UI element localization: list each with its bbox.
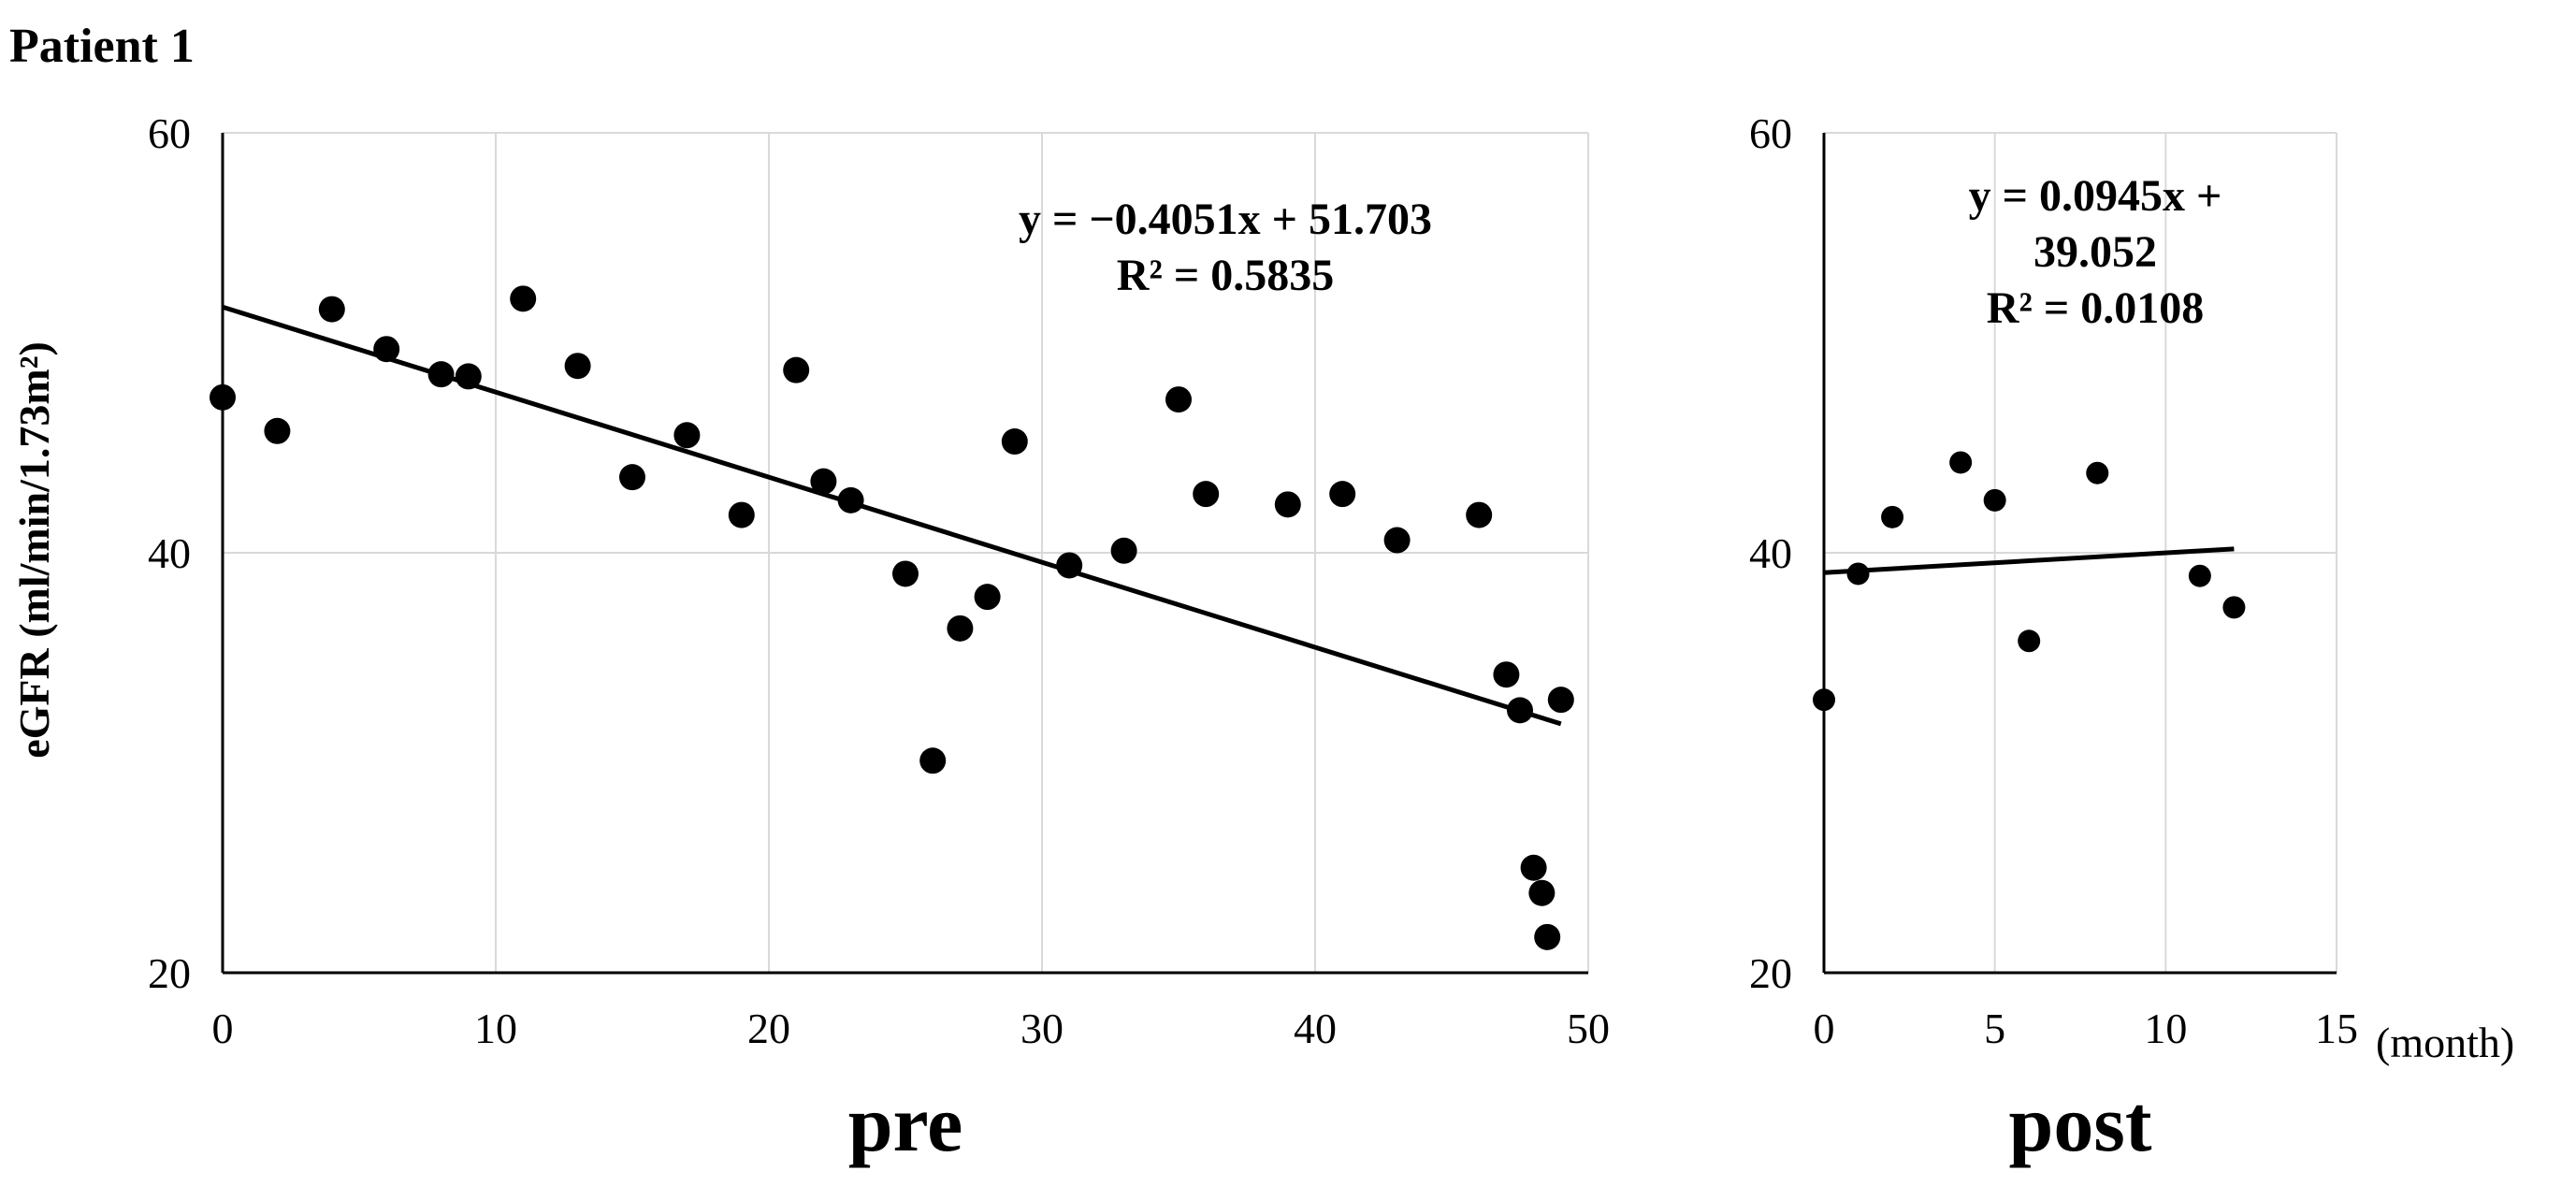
post-data-point: [1983, 488, 2006, 512]
pre-data-point: [1193, 481, 1220, 508]
post-data-point: [1881, 505, 1904, 528]
pre-data-point: [1547, 687, 1574, 714]
post-data-point: [2222, 596, 2246, 619]
pre-data-point: [318, 296, 345, 323]
pre-trendline: [222, 304, 1562, 727]
pre-y-tick-label: 40: [148, 529, 191, 577]
post-trendline: [1823, 546, 2235, 575]
post-data-point: [1846, 562, 1870, 586]
post-data-point: [2018, 629, 2041, 653]
pre-equation-line: y = −0.4051x + 51.703: [1018, 195, 1433, 244]
y-axis-label: eGFR (ml/min/1.73m²): [10, 341, 58, 759]
post-chart: 20 40 60 0 5 10 15 post: [1749, 109, 2358, 1168]
post-data-point: [1813, 688, 1835, 712]
pre-data-point: [974, 584, 1001, 611]
pre-data-point: [1329, 481, 1356, 508]
post-y-tick-label: 20: [1749, 949, 1792, 997]
post-y-tick-label: 40: [1749, 529, 1792, 577]
pre-data-point: [1528, 879, 1556, 906]
pre-data-point: [373, 336, 400, 363]
pre-x-tick-label: 50: [1567, 1005, 1610, 1052]
pre-equation: y = −0.4051x + 51.703 R² = 0.5835: [935, 192, 1515, 304]
post-x-tick-label: 0: [1814, 1005, 1835, 1052]
pre-data-point: [264, 417, 291, 444]
pre-data-point: [1466, 501, 1493, 528]
pre-data-point: [1493, 661, 1520, 688]
pre-data-point: [1274, 491, 1301, 518]
post-x-tick-label: 5: [1984, 1005, 2005, 1052]
pre-x-tick-label: 0: [212, 1005, 234, 1052]
pre-data-point: [455, 363, 482, 390]
post-data-point: [2188, 564, 2211, 587]
pre-data-point: [619, 464, 645, 491]
pre-data-point: [892, 560, 919, 587]
pre-data-point: [210, 383, 236, 411]
pre-data-point: [673, 422, 701, 449]
pre-x-tick-label: 10: [474, 1005, 517, 1052]
pre-x-tick-label: 40: [1294, 1005, 1337, 1052]
pre-data-point: [1520, 854, 1547, 881]
patient-title: Patient 1: [9, 20, 195, 73]
post-data-point: [2086, 461, 2109, 485]
post-equation-line-2: 39.052: [2033, 227, 2157, 277]
pre-data-point: [947, 615, 974, 642]
pre-x-tick-label: 20: [747, 1005, 790, 1052]
pre-data-point: [564, 353, 591, 380]
post-x-tick-label: 15: [2315, 1005, 2358, 1052]
pre-data-point: [1110, 537, 1137, 564]
post-equation: y = 0.0945x + 39.052 R² = 0.0108: [1899, 168, 2292, 337]
pre-data-point: [427, 361, 455, 388]
pre-x-axis-label: pre: [848, 1078, 963, 1168]
post-x-axis-label: post: [2009, 1078, 2152, 1168]
post-y-tick-label: 60: [1749, 109, 1792, 157]
pre-r2-line: R² = 0.5835: [1116, 251, 1335, 300]
pre-data-point: [1507, 697, 1533, 724]
pre-data-point: [1056, 552, 1083, 579]
pre-chart: 20 40 60 0 10 20 30 40 50 pre: [148, 109, 1610, 1168]
post-x-tick-label: 10: [2144, 1005, 2187, 1052]
pre-data-point: [919, 747, 947, 774]
pre-data-point: [810, 468, 837, 495]
pre-data-point: [783, 356, 810, 383]
pre-y-tick-label: 20: [148, 949, 191, 997]
post-equation-line-1: y = 0.0945x +: [1968, 171, 2222, 221]
pre-x-tick-label: 30: [1020, 1005, 1064, 1052]
pre-data-point: [510, 285, 537, 312]
post-r2-line: R² = 0.0108: [1986, 283, 2205, 333]
pre-data-point: [1001, 428, 1028, 456]
pre-data-point: [1383, 527, 1411, 554]
pre-data-point: [728, 501, 755, 528]
unit-note: (month): [2376, 1019, 2515, 1066]
pre-data-point: [1534, 923, 1561, 950]
pre-y-tick-label: 60: [148, 109, 191, 157]
pre-data-point: [1165, 386, 1192, 413]
post-data-point: [1949, 451, 1973, 474]
pre-data-point: [837, 486, 864, 513]
